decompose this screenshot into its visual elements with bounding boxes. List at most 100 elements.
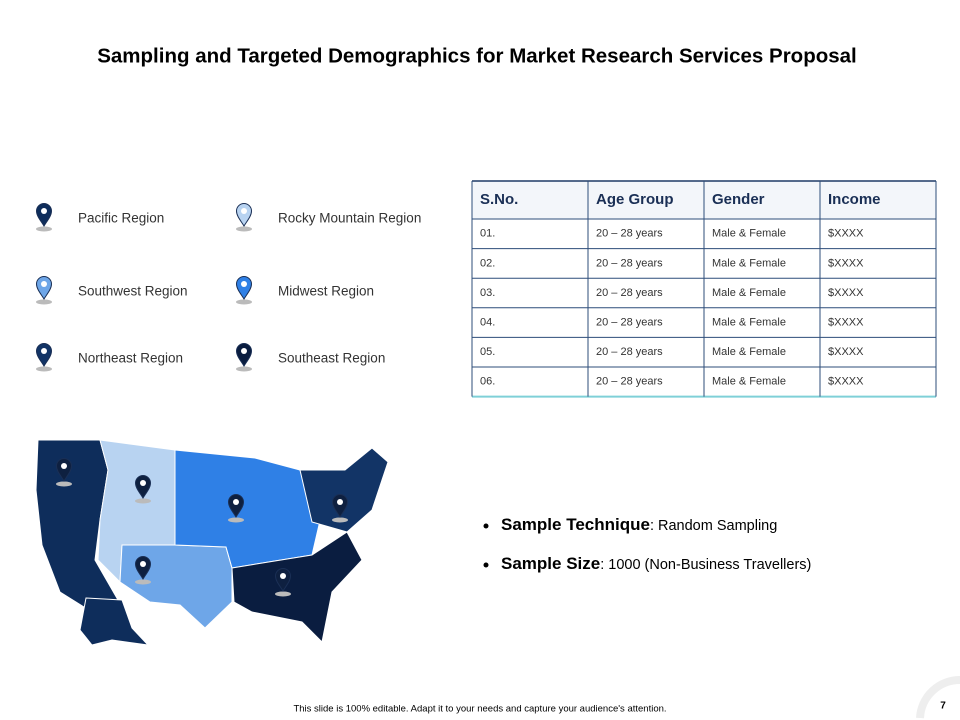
us-map xyxy=(35,439,389,646)
legend-label: Pacific Region xyxy=(78,211,164,226)
pin-shadow xyxy=(135,498,151,504)
map-pin xyxy=(55,458,73,487)
map-northeast xyxy=(299,447,389,533)
table-cell: $XXXX xyxy=(828,287,864,299)
pin-body xyxy=(274,568,292,592)
pin-body xyxy=(134,556,152,580)
table-header: Gender xyxy=(712,191,765,208)
pin-hole xyxy=(41,348,47,354)
pin-shadow xyxy=(275,591,291,597)
pin-body xyxy=(134,475,152,499)
pin-hole xyxy=(61,463,67,469)
pin-hole xyxy=(337,499,343,505)
bullet: Sample Size: 1000 (Non-Business Travelle… xyxy=(501,554,811,573)
pin-body xyxy=(235,343,253,367)
pin-body xyxy=(35,343,53,367)
legend-pin xyxy=(35,343,53,372)
table-cell: 20 – 28 years xyxy=(596,346,663,358)
table-header: Income xyxy=(828,191,881,208)
table-cell: $XXXX xyxy=(828,346,864,358)
pin-hole xyxy=(140,561,146,567)
legend-label: Southeast Region xyxy=(278,351,385,366)
legend-label: Midwest Region xyxy=(278,284,374,299)
table-cell: 03. xyxy=(480,287,495,299)
pin-hole xyxy=(41,208,47,214)
pin-body xyxy=(235,203,253,227)
table-cell: Male & Female xyxy=(712,257,786,269)
table-cell: 20 – 28 years xyxy=(596,317,663,329)
bullet-label: Sample Size xyxy=(501,554,600,573)
pin-hole xyxy=(280,573,286,579)
pin-body xyxy=(331,494,349,518)
bullet: Sample Technique: Random Sampling xyxy=(501,515,777,534)
map-alaska xyxy=(79,597,150,646)
pin-shadow xyxy=(228,517,244,523)
legend-label: Southwest Region xyxy=(78,284,188,299)
legend-label: Rocky Mountain Region xyxy=(278,211,421,226)
legend-pin xyxy=(35,276,53,305)
table-cell: 20 – 28 years xyxy=(596,287,663,299)
table-cell: 20 – 28 years xyxy=(596,228,663,240)
table-cell: Male & Female xyxy=(712,287,786,299)
pin-hole xyxy=(241,281,247,287)
pin-body xyxy=(235,276,253,300)
table-header: Age Group xyxy=(596,191,674,208)
pin-shadow xyxy=(332,517,348,523)
pin-shadow xyxy=(236,226,252,232)
table-cell: 20 – 28 years xyxy=(596,257,663,269)
legend-pin xyxy=(35,203,53,232)
pin-shadow xyxy=(135,579,151,585)
pin-hole xyxy=(241,208,247,214)
legend-pin xyxy=(235,203,253,232)
pin-hole xyxy=(241,348,247,354)
map-pin xyxy=(134,556,152,585)
pin-shadow xyxy=(36,366,52,372)
title: Sampling and Targeted Demographics for M… xyxy=(97,44,857,67)
pin-shadow xyxy=(36,299,52,305)
pin-hole xyxy=(233,499,239,505)
table-cell: 04. xyxy=(480,317,495,329)
pin-shadow xyxy=(236,299,252,305)
pin-shadow xyxy=(236,366,252,372)
table-cell: Male & Female xyxy=(712,346,786,358)
map-pin xyxy=(227,494,245,523)
pin-body xyxy=(35,276,53,300)
legend-pin xyxy=(235,276,253,305)
map-pin xyxy=(134,475,152,504)
map-pin xyxy=(331,494,349,523)
legend-pin xyxy=(235,343,253,372)
pin-body xyxy=(227,494,245,518)
table-cell: 20 – 28 years xyxy=(596,376,663,388)
pin-shadow xyxy=(56,481,72,487)
corner-decoration xyxy=(916,675,960,719)
table-cell: 02. xyxy=(480,257,495,269)
table-cell: $XXXX xyxy=(828,228,864,240)
legend-label: Northeast Region xyxy=(78,351,183,366)
table-cell: Male & Female xyxy=(712,376,786,388)
map-southeast xyxy=(231,531,363,644)
bullet-label: Sample Technique xyxy=(501,515,650,534)
table-header: S.No. xyxy=(480,191,518,208)
table-cell: 01. xyxy=(480,228,495,240)
bullet-text: : 1000 (Non-Business Travellers) xyxy=(600,557,811,573)
map-southwest xyxy=(119,544,233,629)
page-number: 7 xyxy=(940,701,946,712)
table-cell: $XXXX xyxy=(828,376,864,388)
table-cell: Male & Female xyxy=(712,317,786,329)
pin-hole xyxy=(140,480,146,486)
table-cell: $XXXX xyxy=(828,257,864,269)
pin-hole xyxy=(41,281,47,287)
footer: This slide is 100% editable. Adapt it to… xyxy=(293,704,666,715)
table-cell: 06. xyxy=(480,376,495,388)
pin-body xyxy=(55,458,73,482)
bullet-dot xyxy=(483,523,489,529)
table-cell: $XXXX xyxy=(828,317,864,329)
bullet-text: : Random Sampling xyxy=(650,518,777,534)
table-cell: Male & Female xyxy=(712,228,786,240)
map-pin xyxy=(274,568,292,597)
pin-body xyxy=(35,203,53,227)
bullet-dot xyxy=(483,562,489,568)
pin-shadow xyxy=(36,226,52,232)
